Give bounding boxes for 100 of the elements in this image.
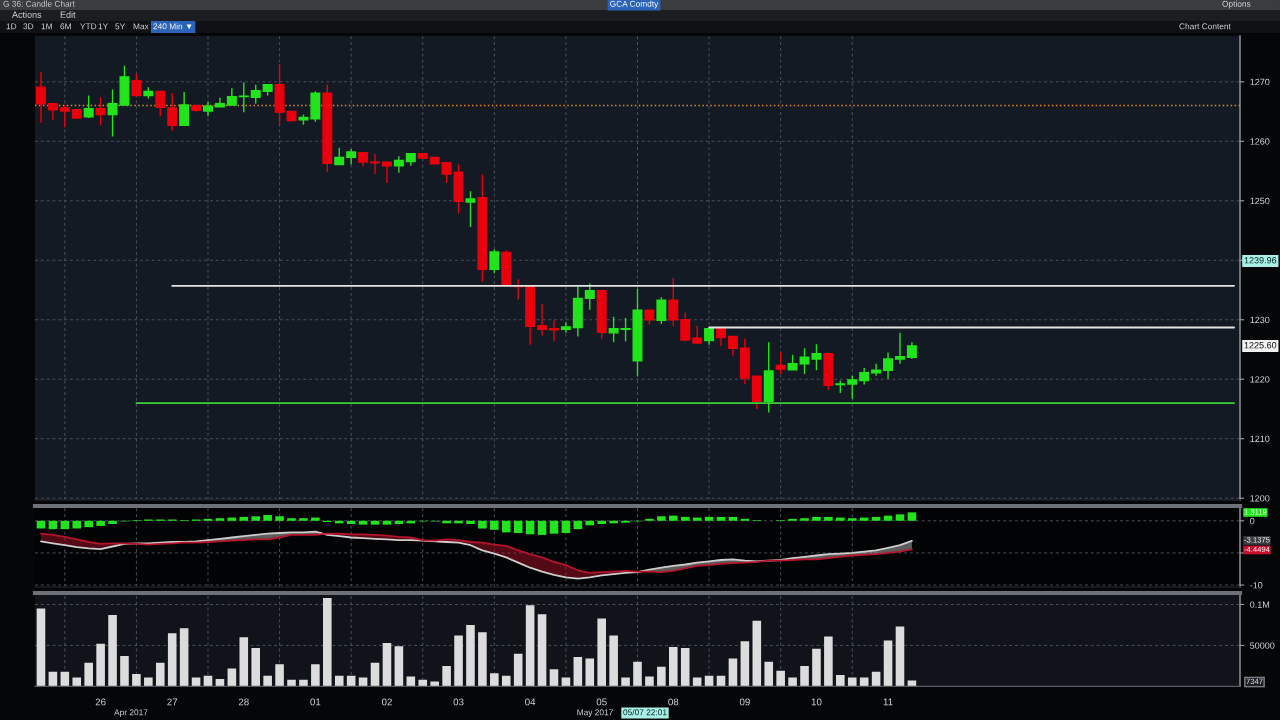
text: Actions: [12, 11, 42, 18]
bar: [227, 668, 237, 687]
bar: [191, 677, 201, 687]
candlestick: [203, 101, 213, 118]
candlestick: [71, 109, 82, 120]
candlestick: [883, 351, 894, 380]
bar: [669, 647, 678, 687]
candlestick: [381, 161, 392, 184]
candlestick: [835, 379, 846, 394]
bar: [800, 665, 809, 687]
candlestick: [131, 73, 142, 97]
bar: [824, 636, 833, 687]
bar: [692, 677, 702, 687]
candlestick: [608, 316, 619, 344]
bar: [836, 674, 845, 687]
bar: [728, 516, 738, 521]
candlestick: [417, 153, 428, 160]
text: Chart Content: [1179, 23, 1231, 30]
bar: [561, 677, 571, 687]
y-tick-label: -10: [1250, 582, 1263, 589]
bar: [836, 517, 845, 521]
bar: [323, 597, 332, 687]
bar: [263, 515, 272, 521]
candlestick: [668, 277, 679, 327]
candlestick: [489, 248, 500, 275]
y-tick-label: 1230: [1250, 316, 1270, 324]
candlestick: [572, 285, 583, 338]
x-tick-label: 08: [668, 698, 679, 706]
candlestick: [322, 84, 333, 173]
y-tick-label: 1220: [1250, 376, 1270, 383]
candlestick: [143, 86, 154, 100]
bar: [585, 658, 595, 687]
candlestick: [453, 163, 464, 214]
bar: [657, 666, 666, 687]
line-series: [40, 530, 913, 580]
candlestick: [656, 296, 667, 325]
bar: [812, 648, 821, 687]
bar: [442, 665, 451, 687]
bar: [871, 516, 881, 521]
bar: [669, 515, 678, 521]
bar: [311, 517, 320, 521]
text: May 2017: [577, 709, 613, 717]
candlestick: [704, 327, 715, 346]
bar: [525, 605, 535, 687]
bar: [167, 633, 177, 687]
candlestick: [525, 285, 536, 346]
candlestick: [310, 90, 321, 123]
y-tick-label: 0: [1250, 517, 1255, 525]
bar: [645, 676, 654, 687]
chart-subtitle: GCA Comdty: [610, 0, 659, 9]
chart-title: G 36: Candle Chart: [3, 0, 75, 7]
x-tick-label: 05: [596, 698, 607, 706]
bar: [704, 516, 714, 521]
candlestick: [501, 249, 512, 287]
candlestick: [167, 92, 178, 132]
x-tick-label: 28: [238, 698, 249, 706]
candlestick: [429, 156, 440, 166]
bar: [525, 520, 535, 535]
candlestick: [370, 153, 381, 175]
bar: [239, 516, 249, 521]
bar: [895, 626, 905, 687]
bar: [490, 520, 499, 530]
candlestick: [680, 311, 691, 342]
bar: [263, 675, 272, 687]
x-tick-label: 01: [310, 698, 321, 706]
bar: [287, 679, 296, 687]
candlestick: [584, 282, 595, 311]
candlestick: [262, 84, 273, 97]
candlestick: [83, 94, 94, 119]
text: YTD: [80, 23, 97, 30]
candlestick: [632, 288, 643, 377]
candlestick: [596, 289, 607, 340]
bar: [311, 664, 320, 687]
x-tick-label: 11: [883, 698, 893, 706]
candlestick: [692, 325, 703, 345]
candlestick: [548, 319, 559, 342]
candlestick: [644, 309, 655, 326]
text: 6M: [60, 23, 71, 30]
bar: [800, 518, 809, 521]
bar: [490, 673, 499, 687]
bar: [251, 647, 261, 687]
bar: [633, 661, 642, 687]
x-tick-label: 03: [453, 698, 464, 706]
bar: [812, 516, 821, 521]
candlestick: [751, 375, 762, 410]
bar: [597, 618, 606, 687]
bar: [895, 514, 905, 521]
candlestick: [346, 148, 357, 166]
candlestick: [465, 190, 476, 228]
candlestick: [537, 302, 548, 337]
candlestick: [59, 104, 70, 129]
candlestick: [226, 87, 237, 106]
bar: [299, 518, 308, 521]
candlestick: [871, 363, 882, 377]
x-tick-label: 26: [95, 698, 106, 706]
bar: [513, 653, 523, 687]
candlestick: [847, 374, 858, 400]
text: 1D: [6, 23, 17, 30]
bar: [382, 520, 392, 525]
candlestick: [155, 90, 166, 118]
